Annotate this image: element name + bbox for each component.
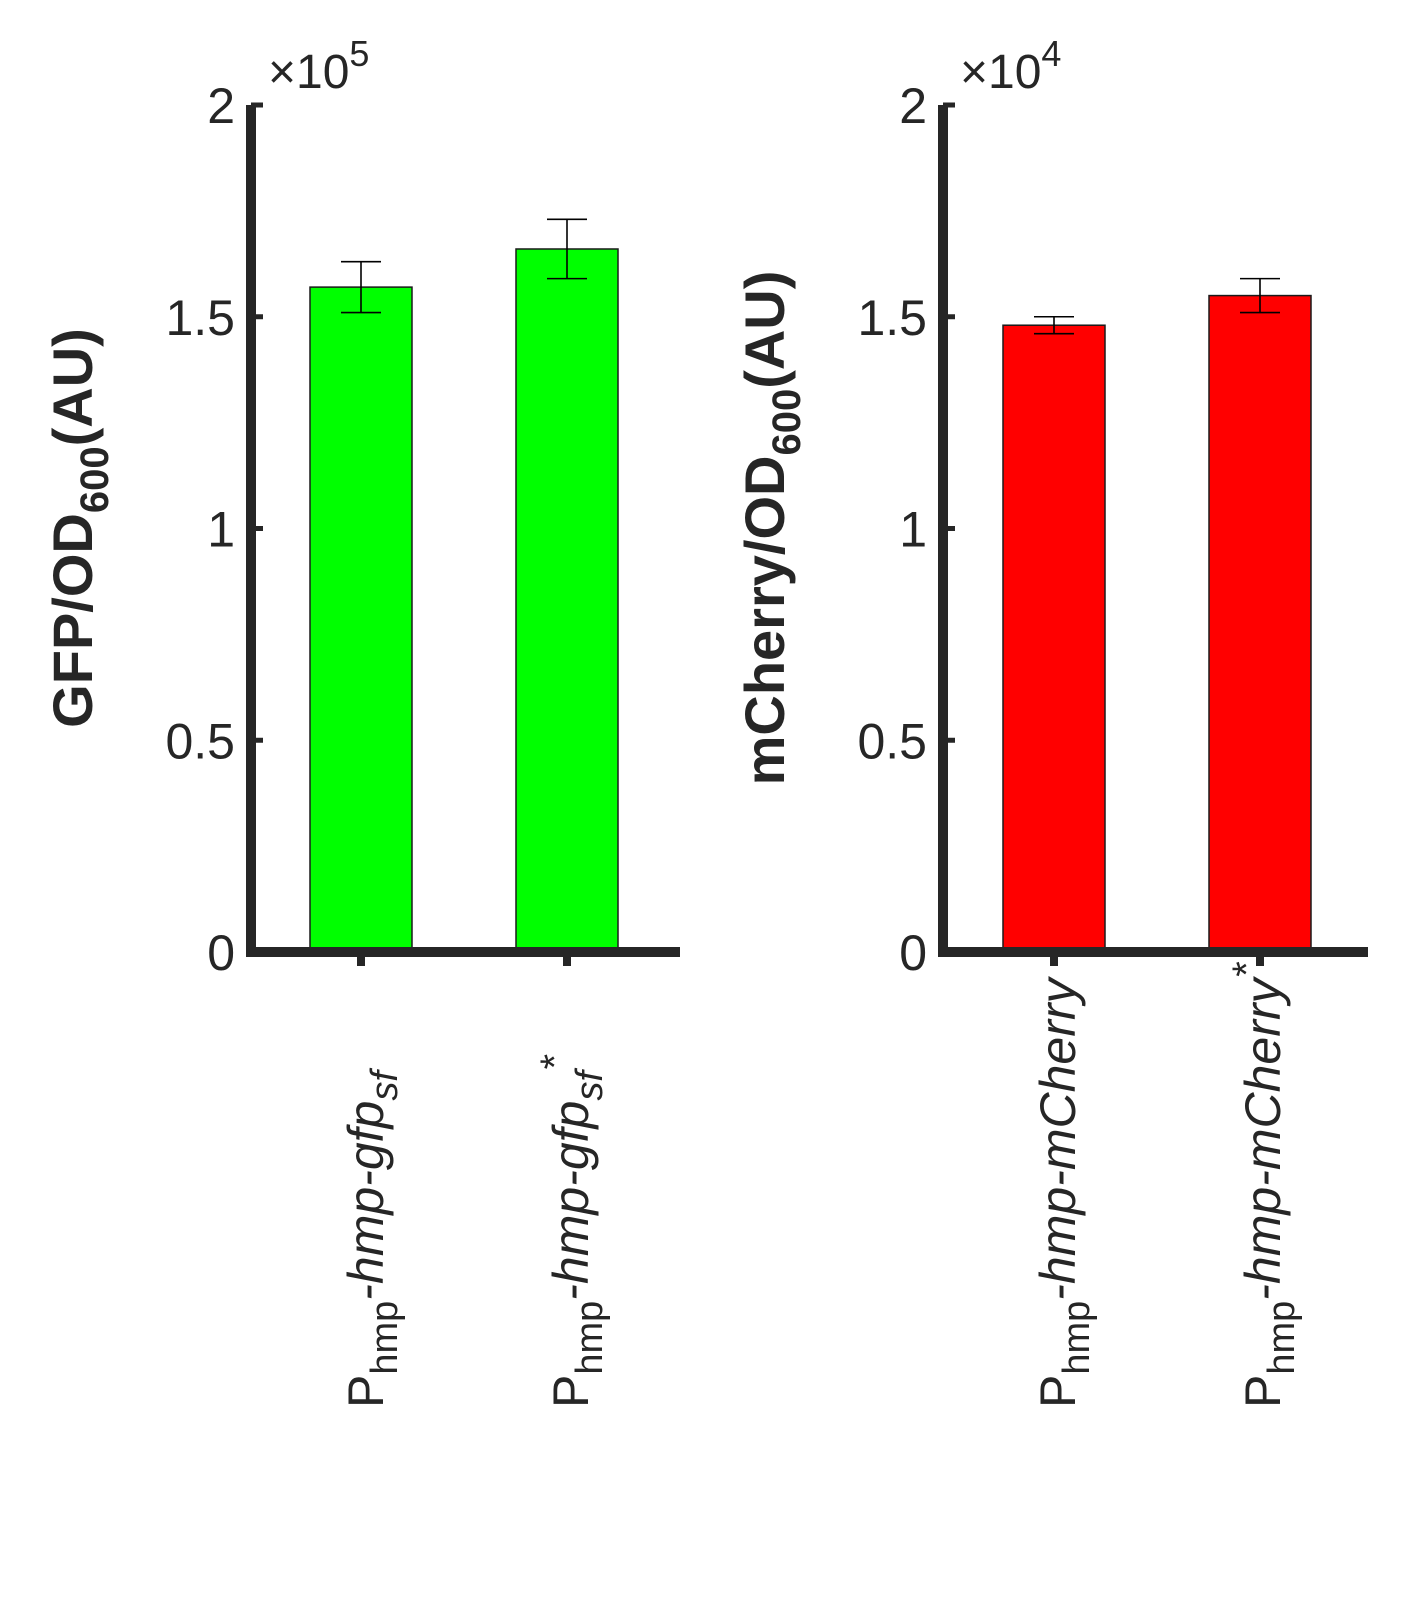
category-prefix-subscript: hmp [364,1301,406,1375]
axis-multiplier: ×104 [960,33,1061,99]
category-name: -hmp-gfp [338,1101,394,1301]
y-tick-label: 1.5 [165,290,235,346]
category-prefix: P [1030,1375,1086,1408]
y-tick-label: 2 [899,78,927,134]
category-prefix: P [338,1375,394,1408]
multiplier-exponent: 4 [1041,33,1061,74]
category-name: -hmp-gfp [543,1101,599,1301]
y-label-subscript: 600 [73,446,117,513]
category-prefix: P [543,1375,599,1408]
category-prefix-subscript: hmp [569,1301,611,1375]
bar [515,248,619,953]
category-label: Phmp-hmp-mCherry [1030,975,1098,1408]
multiplier-base: ×10 [960,46,1041,99]
y-label-main: mCherry/OD [733,456,796,786]
axis-multiplier: ×105 [268,33,369,99]
y-tick-label: 0 [207,925,235,981]
y-tick-label: 0 [899,925,927,981]
gfp-panel: 00.511.52×105GFP/OD600(AU)Phmp-hmp-gfpsf… [41,33,680,1408]
y-tick-label: 1 [899,502,927,558]
bar [1208,294,1312,953]
y-label-main: GFP/OD [41,513,104,728]
category-prefix-subscript: hmp [1056,1301,1098,1375]
multiplier-exponent: 5 [349,33,369,74]
y-tick-label: 2 [207,78,235,134]
category-name: -hmp-mCherry [1235,975,1291,1300]
y-tick-label: 1 [207,502,235,558]
bar [309,286,413,953]
category-subscript: sf [569,1068,611,1101]
category-label: Phmp-hmp-gfpsf [338,1068,406,1408]
y-tick-label: 0.5 [165,713,235,769]
bar [1002,324,1106,953]
category-label: Phmp-hmp-gfpsf* [533,1054,611,1408]
mcherry-panel: 00.511.52×104mCherry/OD600(AU)Phmp-hmp-m… [733,33,1368,1408]
category-prefix-subscript: hmp [1261,1301,1303,1375]
category-name: -hmp-mCherry [1030,975,1086,1300]
y-tick-label: 0.5 [857,713,927,769]
y-tick-label: 1.5 [857,290,927,346]
y-label-subscript: 600 [765,389,809,456]
y-label-unit: (AU) [41,328,104,446]
category-superscript: * [1225,961,1269,978]
y-axis-label: mCherry/OD600(AU) [733,271,809,786]
category-subscript: sf [364,1068,406,1101]
y-axis-label: GFP/OD600(AU) [41,328,117,728]
multiplier-base: ×10 [268,46,349,99]
category-label: Phmp-hmp-mCherry* [1225,961,1303,1408]
y-label-unit: (AU) [733,271,796,389]
category-superscript: * [533,1054,577,1071]
category-prefix: P [1235,1375,1291,1408]
